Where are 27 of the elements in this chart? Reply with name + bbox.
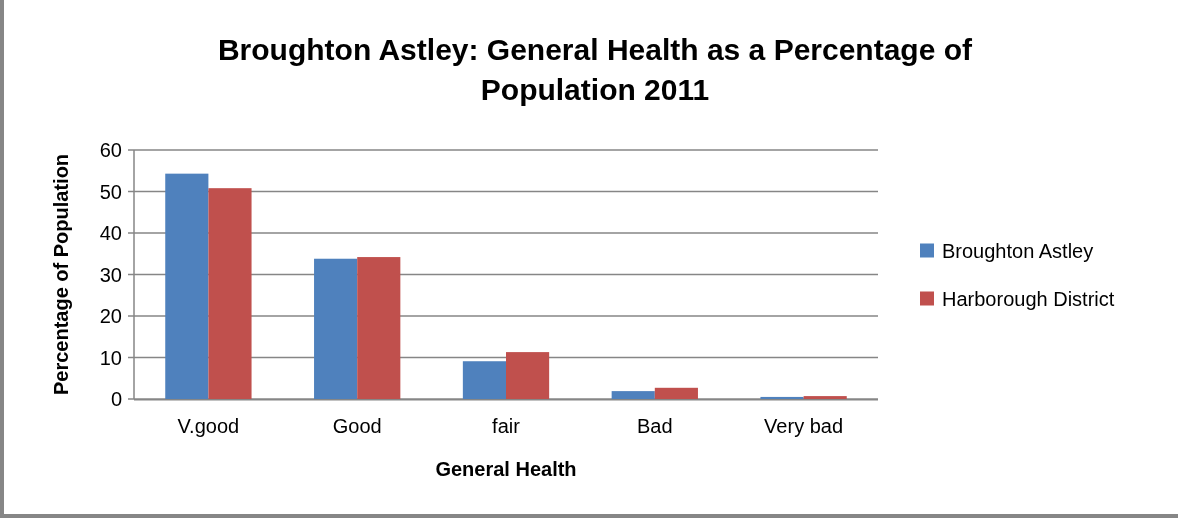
y-tick-label: 20: [99, 305, 122, 327]
x-tick-label: Bad: [637, 415, 673, 437]
bar: [462, 361, 506, 399]
bar: [760, 396, 804, 399]
x-axis-title: General Health: [435, 458, 577, 480]
x-tick-label: Very bad: [764, 415, 844, 437]
x-tick-label: Good: [332, 415, 382, 437]
legend-label: Harborough District: [942, 287, 1115, 310]
bar: [611, 391, 655, 399]
chart-title: Broughton Astley: General Health as a Percentage of Population 2011: [217, 33, 974, 106]
bar: [165, 173, 209, 399]
x-tick-label: V.good: [177, 415, 240, 437]
y-tick-label: 0: [110, 388, 122, 410]
bar: [314, 258, 358, 399]
bar: [208, 188, 252, 399]
legend-label: Broughton Astley: [942, 239, 1094, 262]
bar: [803, 396, 847, 399]
y-tick-label: 60: [99, 139, 122, 161]
y-tick-label: 40: [99, 222, 122, 244]
y-axis-title: Percentage of Population: [50, 153, 72, 396]
y-tick-label: 50: [99, 180, 122, 203]
bar: [357, 257, 401, 399]
x-tick-label: fair: [492, 415, 521, 437]
y-tick-label: 30: [99, 263, 122, 286]
bar: [506, 352, 550, 399]
bar: [654, 387, 698, 399]
y-tick-label: 10: [99, 346, 122, 369]
